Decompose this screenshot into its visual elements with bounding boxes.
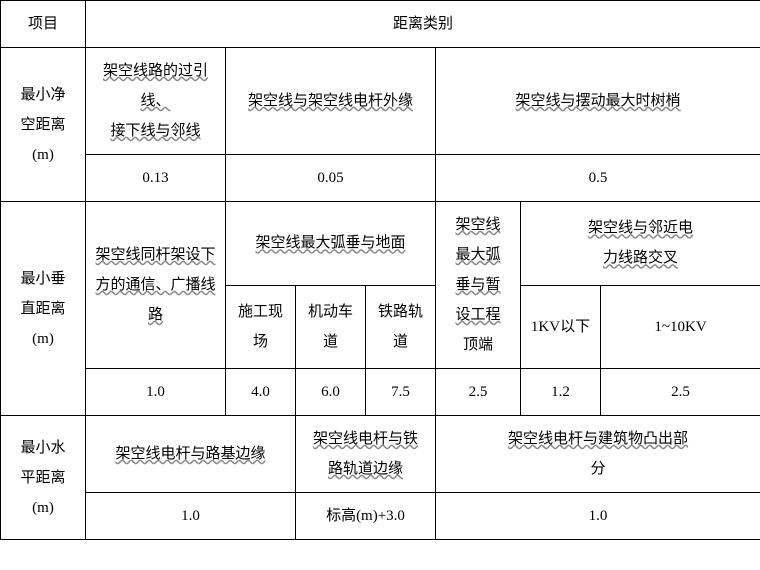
row1-label-line2: 空距离 (20, 117, 65, 133)
row3-c1-text: 架空线电杆与路基边缘 (115, 446, 265, 462)
header-row: 项目 距离类别 (1, 1, 760, 48)
row2-c4: 架空线与邻近电 力线路交叉 (521, 202, 760, 286)
row2-c3d: 设工程 (455, 307, 500, 323)
row2-c2-text: 架空线最大弧垂与地面 (255, 235, 405, 251)
row3-label-line2: 平距离 (20, 470, 65, 486)
row2-label-line2: 直距离 (20, 301, 65, 317)
row2-s5: 1~10KV (601, 285, 760, 369)
row1-v2: 0.05 (226, 155, 436, 202)
row1-unit: (m) (32, 147, 54, 163)
row2-c4a: 架空线与邻近电 (588, 220, 693, 236)
row1-values: 0.13 0.05 0.5 (1, 155, 760, 202)
row1-v3: 0.5 (436, 155, 760, 202)
row2-s1b: 场 (253, 334, 268, 350)
row2-v3: 6.0 (296, 369, 366, 416)
row3-v3: 1.0 (436, 493, 760, 540)
row2-label: 最小垂 直距离 (m) (1, 202, 86, 416)
row1-c3-text: 架空线与摆动最大时树梢 (516, 93, 681, 109)
row2-c2: 架空线最大弧垂与地面 (226, 202, 436, 286)
row2-s3b: 道 (393, 334, 408, 350)
row2-v4: 7.5 (366, 369, 436, 416)
row2-v5: 2.5 (436, 369, 521, 416)
row3-v1: 1.0 (86, 493, 296, 540)
row1-c2: 架空线与架空线电杆外缘 (226, 48, 436, 155)
row2-s4: 1KV以下 (521, 285, 601, 369)
row2-c4b: 力线路交叉 (603, 250, 678, 266)
row1-labels: 最小净 空距离 (m) 架空线路的过引线、 接下线与邻线 架空线与架空线电杆外缘… (1, 48, 760, 155)
row2-v6: 1.2 (521, 369, 601, 416)
row2-v7: 2.5 (601, 369, 760, 416)
row2-v2: 4.0 (226, 369, 296, 416)
row2-label-line1: 最小垂 (20, 271, 65, 287)
row2-s1a: 施工现 (238, 304, 283, 320)
row3-c3: 架空线电杆与建筑物凸出部 分 (436, 416, 760, 493)
row2-values: 1.0 4.0 6.0 7.5 2.5 1.2 2.5 (1, 369, 760, 416)
row2-c3c: 垂与暂 (455, 277, 500, 293)
row2-s1: 施工现 场 (226, 285, 296, 369)
row1-c1a: 架空线路的过引线、 (103, 63, 208, 109)
row1-c3: 架空线与摆动最大时树梢 (436, 48, 760, 155)
row1-c2-text: 架空线与架空线电杆外缘 (248, 93, 413, 109)
row2-v1: 1.0 (86, 369, 226, 416)
row3-c3a: 架空线电杆与建筑物凸出部 (508, 431, 688, 447)
distance-table: 项目 距离类别 最小净 空距离 (m) 架空线路的过引线、 接下线与邻线 架空线… (0, 0, 760, 540)
row2-s3: 铁路轨 道 (366, 285, 436, 369)
row1-label: 最小净 空距离 (m) (1, 48, 86, 202)
row3-c1: 架空线电杆与路基边缘 (86, 416, 296, 493)
row3-labels: 最小水 平距离 (m) 架空线电杆与路基边缘 架空线电杆与铁 路轨道边缘 架空线… (1, 416, 760, 493)
row1-v1: 0.13 (86, 155, 226, 202)
row3-unit: (m) (32, 500, 54, 516)
row2-c3a: 架空线 (455, 217, 500, 233)
row2-c3e: 顶端 (463, 337, 493, 353)
row1-c1b: 接下线与邻线 (110, 123, 200, 139)
row2-s2b: 道 (323, 334, 338, 350)
row3-label-line1: 最小水 (20, 440, 65, 456)
row3-label: 最小水 平距离 (m) (1, 416, 86, 540)
row2-c1b: 方的通信、广播线路 (95, 277, 215, 323)
row2-labels-top: 最小垂 直距离 (m) 架空线同杆架设下 方的通信、广播线路 架空线最大弧垂与地… (1, 202, 760, 286)
row3-v2: 标高(m)+3.0 (296, 493, 436, 540)
row2-c3b: 最大弧 (455, 247, 500, 263)
row2-c1a: 架空线同杆架设下 (95, 247, 215, 263)
row2-s3a: 铁路轨 (378, 304, 423, 320)
row2-c3: 架空线 最大弧 垂与暂 设工程 顶端 (436, 202, 521, 369)
row2-unit: (m) (32, 331, 54, 347)
row3-c2b: 路轨道边缘 (328, 461, 403, 477)
row2-s2: 机动车 道 (296, 285, 366, 369)
row3-c3b: 分 (591, 461, 606, 477)
row2-s2a: 机动车 (308, 304, 353, 320)
row1-label-line1: 最小净 (20, 87, 65, 103)
row3-c2: 架空线电杆与铁 路轨道边缘 (296, 416, 436, 493)
header-category: 距离类别 (86, 1, 760, 48)
row3-c2a: 架空线电杆与铁 (313, 431, 418, 447)
row2-c1: 架空线同杆架设下 方的通信、广播线路 (86, 202, 226, 369)
header-item: 项目 (1, 1, 86, 48)
row1-c1: 架空线路的过引线、 接下线与邻线 (86, 48, 226, 155)
row3-values: 1.0 标高(m)+3.0 1.0 (1, 493, 760, 540)
